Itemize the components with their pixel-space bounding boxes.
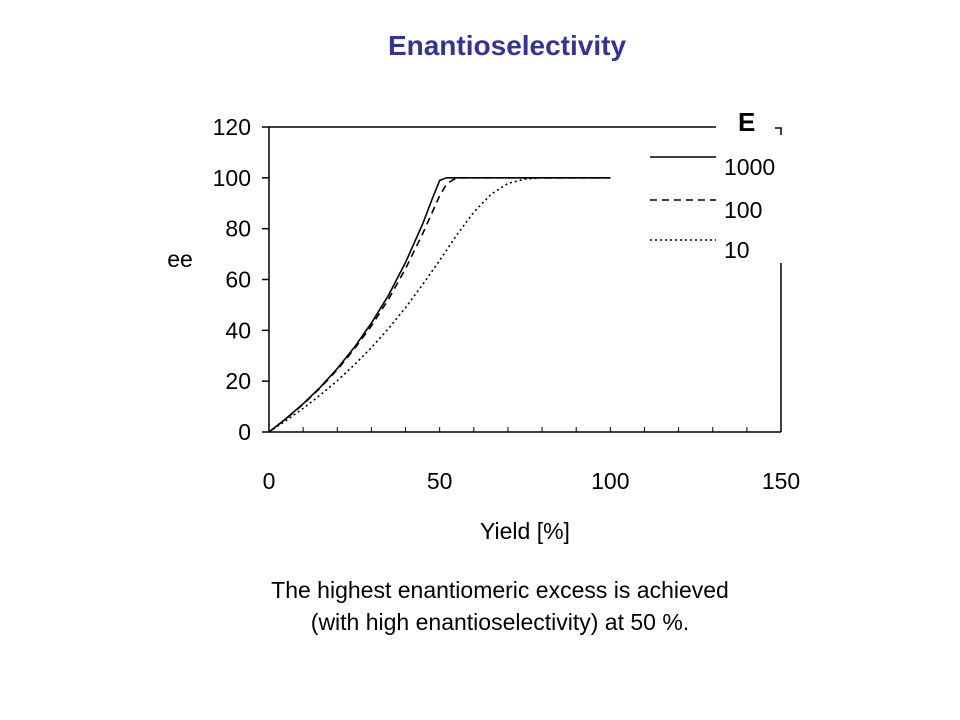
y-tick-label: 20 xyxy=(225,368,251,394)
x-axis-ticks: 0 50 100 150 xyxy=(263,427,800,494)
caption-line-1: The highest enantiomeric excess is achie… xyxy=(271,577,729,603)
legend-title: E xyxy=(738,107,755,137)
x-tick-label: 150 xyxy=(762,468,800,494)
ee-vs-yield-chart: 0 50 100 150 0 20 40 60 80 100 120 E 1000 100 10 ee… xyxy=(167,107,800,544)
x-tick-label: 0 xyxy=(263,468,276,494)
legend-label-E10: 10 xyxy=(724,237,750,263)
legend-corner-mark xyxy=(775,127,782,135)
y-axis-label: ee xyxy=(167,246,193,272)
y-axis-ticks: 0 20 40 60 80 100 120 xyxy=(213,114,269,445)
x-axis-label: Yield [%] xyxy=(480,518,570,544)
series-line-E100 xyxy=(268,177,611,433)
slide-title: Enantioselectivity xyxy=(387,30,627,61)
legend-label-E100: 100 xyxy=(724,197,762,223)
caption-line-2: (with high enantioselectivity) at 50 %. xyxy=(310,609,690,635)
legend: E 1000 100 10 xyxy=(650,107,782,263)
plot-frame xyxy=(268,126,782,433)
y-tick-label: 60 xyxy=(225,267,251,293)
series-line-E1000 xyxy=(268,177,611,433)
caption: The highest enantiomeric excess is achie… xyxy=(0,574,960,638)
series-line-E10 xyxy=(268,177,611,433)
y-tick-label: 100 xyxy=(213,165,251,191)
y-tick-label: 120 xyxy=(213,114,251,140)
legend-label-E1000: 1000 xyxy=(724,154,775,180)
series-layer xyxy=(268,177,611,433)
x-tick-label: 50 xyxy=(427,468,453,494)
y-tick-label: 40 xyxy=(225,317,251,343)
legend-box-mask xyxy=(716,112,782,262)
y-tick-label: 0 xyxy=(238,419,251,445)
y-tick-label: 80 xyxy=(225,216,251,242)
x-tick-label: 100 xyxy=(591,468,629,494)
